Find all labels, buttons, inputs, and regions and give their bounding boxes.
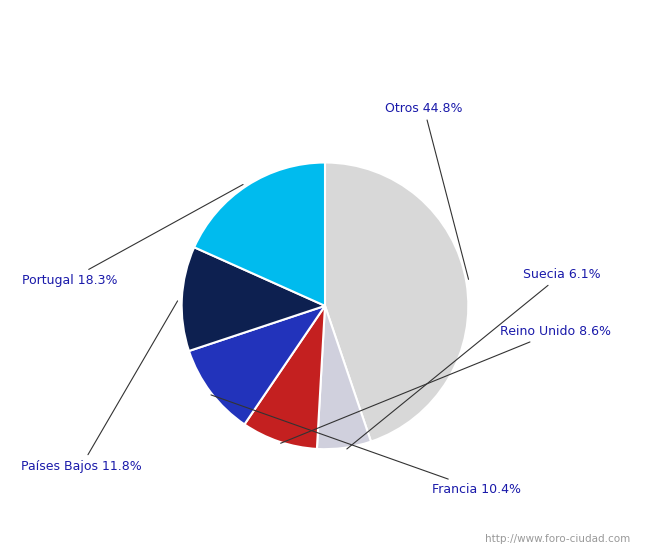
Text: Otros 44.8%: Otros 44.8% <box>385 102 469 279</box>
Wedge shape <box>317 306 371 449</box>
Text: Portugal 18.3%: Portugal 18.3% <box>21 184 243 287</box>
Text: Francia 10.4%: Francia 10.4% <box>211 395 521 496</box>
Text: http://www.foro-ciudad.com: http://www.foro-ciudad.com <box>486 535 630 544</box>
Text: Reino Unido 8.6%: Reino Unido 8.6% <box>281 325 611 443</box>
Wedge shape <box>325 162 469 442</box>
Wedge shape <box>244 306 325 449</box>
Wedge shape <box>181 248 325 351</box>
Text: Países Bajos 11.8%: Países Bajos 11.8% <box>21 301 177 473</box>
Text: Suecia 6.1%: Suecia 6.1% <box>347 268 601 449</box>
Wedge shape <box>189 306 325 425</box>
Text: Santa Olalla del Cala - Turistas extranjeros según país - Abril de 2024: Santa Olalla del Cala - Turistas extranj… <box>38 18 612 34</box>
Wedge shape <box>194 162 325 306</box>
